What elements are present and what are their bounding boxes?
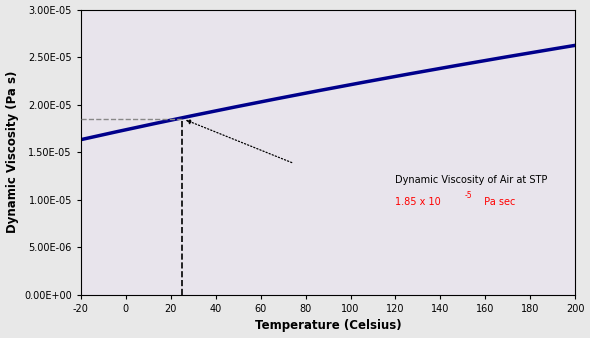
- Y-axis label: Dynamic Viscosity (Pa s): Dynamic Viscosity (Pa s): [5, 71, 18, 234]
- Text: 1.85 x 10: 1.85 x 10: [395, 197, 441, 208]
- Text: Dynamic Viscosity of Air at STP: Dynamic Viscosity of Air at STP: [395, 175, 548, 186]
- X-axis label: Temperature (Celsius): Temperature (Celsius): [255, 319, 401, 333]
- Text: -5: -5: [465, 191, 473, 200]
- Text: Pa sec: Pa sec: [481, 197, 515, 208]
